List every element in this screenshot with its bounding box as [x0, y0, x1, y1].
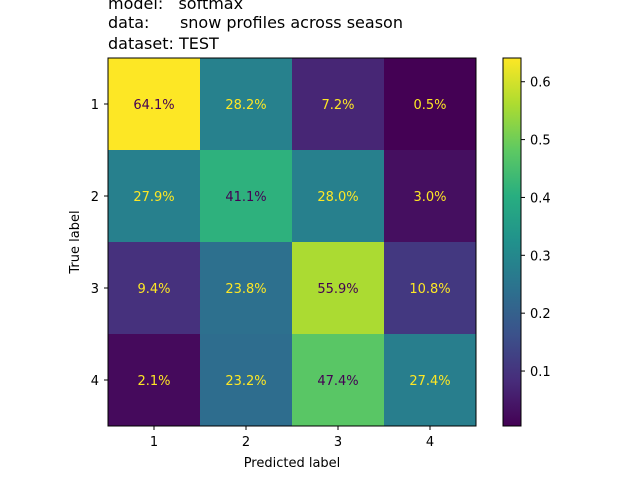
- heatmap-cell: [108, 334, 201, 427]
- heatmap-cell: [384, 334, 477, 427]
- heatmap-cell: [200, 58, 293, 151]
- cell-value-label: 47.4%: [317, 374, 358, 389]
- cell-value-label: 55.9%: [317, 282, 358, 297]
- y-tick-label: 3: [91, 282, 99, 297]
- cell-value-label: 9.4%: [137, 282, 170, 297]
- cell-value-label: 64.1%: [133, 98, 174, 113]
- heatmap-cell: [384, 58, 477, 151]
- x-tick-label: 3: [334, 435, 342, 450]
- colorbar-tick-label: 0.5: [530, 134, 551, 149]
- cell-value-label: 23.2%: [225, 374, 266, 389]
- colorbar-tick-label: 0.2: [530, 307, 551, 322]
- cell-value-label: 2.1%: [137, 374, 170, 389]
- cell-value-label: 28.0%: [317, 190, 358, 205]
- y-tick-label: 4: [91, 374, 99, 389]
- heatmap-cell: [292, 150, 385, 243]
- colorbar-tick-label: 0.1: [530, 365, 551, 380]
- heatmap-cell: [200, 242, 293, 335]
- colorbar-gradient: [503, 58, 521, 426]
- y-tick-label: 2: [91, 190, 99, 205]
- colorbar-tick-label: 0.6: [530, 76, 551, 91]
- cell-value-label: 27.4%: [409, 374, 450, 389]
- chart-title: model: softmax data: snow profiles acros…: [108, 0, 403, 53]
- heatmap-cells: [108, 58, 477, 427]
- x-axis-label: Predicted label: [244, 456, 341, 471]
- colorbar-ticks: 0.1 0.2 0.3 0.4 0.5 0.6: [521, 76, 551, 380]
- title-line-data: data: snow profiles across season: [108, 13, 403, 32]
- x-tick-label: 1: [150, 435, 158, 450]
- heatmap-cell-labels: 64.1% 28.2% 7.2% 0.5% 27.9% 41.1% 28.0% 3.0% 9.4…: [133, 98, 450, 389]
- colorbar-tick-label: 0.3: [530, 249, 551, 264]
- y-tick-label: 1: [91, 98, 99, 113]
- heatmap-cell: [200, 334, 293, 427]
- y-axis-ticks: 1 2 3 4: [91, 98, 108, 389]
- heatmap-cell: [384, 242, 477, 335]
- heatmap-frame: [107, 57, 477, 427]
- cell-value-label: 3.0%: [413, 190, 446, 205]
- cell-value-label: 41.1%: [225, 190, 266, 205]
- cell-value-label: 27.9%: [133, 190, 174, 205]
- cell-value-label: 10.8%: [409, 282, 450, 297]
- heatmap-cell: [292, 242, 385, 335]
- cell-value-label: 28.2%: [225, 98, 266, 113]
- x-axis-ticks: 1 2 3 4: [150, 426, 434, 450]
- y-axis-label: True label: [68, 210, 83, 274]
- cell-value-label: 0.5%: [413, 98, 446, 113]
- heatmap-cell: [108, 150, 201, 243]
- colorbar: 0.1 0.2 0.3 0.4 0.5 0.6: [502, 57, 551, 427]
- x-tick-label: 2: [242, 435, 250, 450]
- colorbar-frame: [502, 57, 522, 427]
- x-tick-label: 4: [426, 435, 434, 450]
- title-line-dataset: dataset: TEST: [108, 34, 219, 53]
- heatmap-cell: [292, 58, 385, 151]
- title-line-model: model: softmax: [108, 0, 243, 13]
- heatmap-cell: [384, 150, 477, 243]
- heatmap-cell: [292, 334, 385, 427]
- cell-value-label: 7.2%: [321, 98, 354, 113]
- cell-value-label: 23.8%: [225, 282, 266, 297]
- heatmap-cell: [108, 58, 201, 151]
- heatmap-cell: [108, 242, 201, 335]
- colorbar-tick-label: 0.4: [530, 191, 551, 206]
- heatmap-cell: [200, 150, 293, 243]
